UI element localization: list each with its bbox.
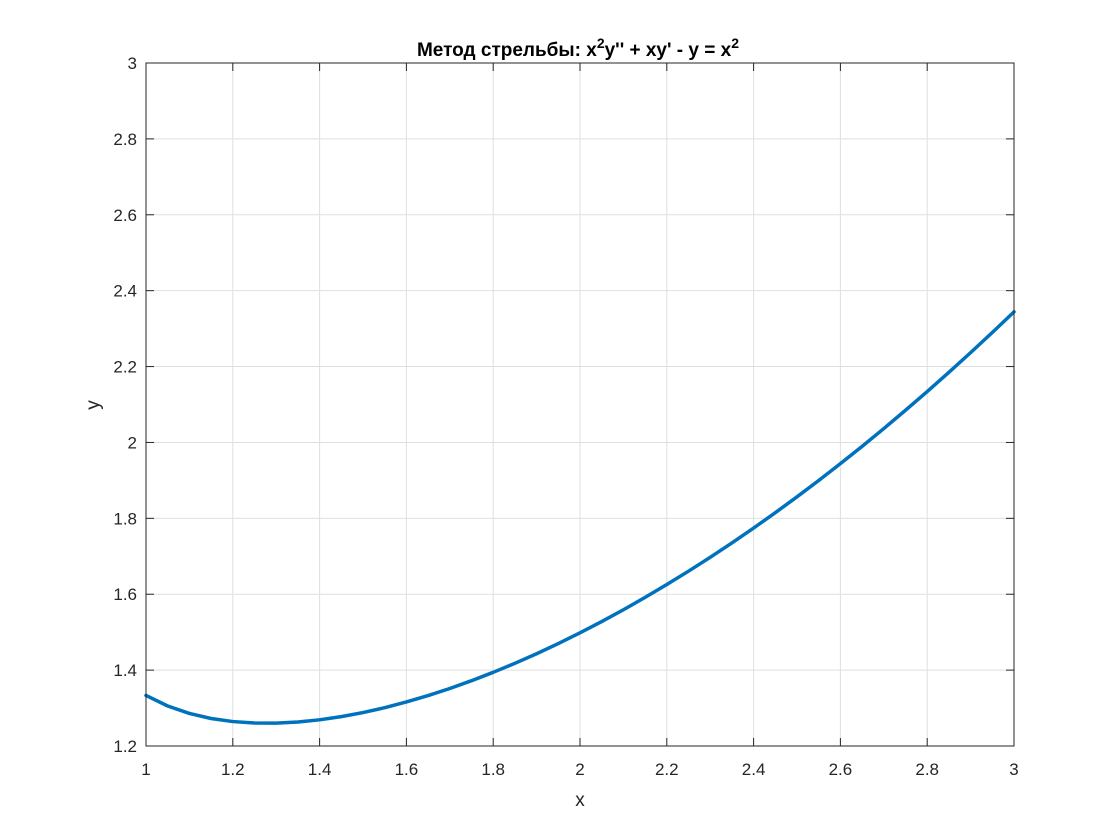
tick-marks bbox=[145, 62, 1015, 747]
y-tick-label: 3 bbox=[128, 54, 137, 73]
y-tick-label: 2.8 bbox=[113, 130, 137, 149]
x-tick-label: 1.4 bbox=[308, 760, 332, 779]
title-prefix: Метод стрельбы: x bbox=[417, 40, 597, 61]
x-tick-label: 1.2 bbox=[221, 760, 245, 779]
x-tick-label: 1.6 bbox=[395, 760, 419, 779]
y-tick-label: 1.8 bbox=[113, 509, 137, 528]
y-tick-label: 1.6 bbox=[113, 585, 137, 604]
chart-title: Метод стрельбы: x2y'' + xy' - y = x2 bbox=[417, 35, 739, 61]
x-tick-label: 2.6 bbox=[829, 760, 853, 779]
title-middle: y'' + xy' - y = x bbox=[605, 40, 732, 61]
x-tick-label: 2.8 bbox=[915, 760, 939, 779]
x-tick-label: 2.4 bbox=[742, 760, 766, 779]
y-tick-label: 1.4 bbox=[113, 661, 137, 680]
x-tick-label: 3 bbox=[1009, 760, 1018, 779]
y-tick-label: 2 bbox=[128, 433, 137, 452]
y-tick-label: 1.2 bbox=[113, 737, 137, 756]
x-tick-label: 1 bbox=[141, 760, 150, 779]
series-line bbox=[144, 310, 1016, 725]
x-tick-label: 1.8 bbox=[481, 760, 505, 779]
title-superscript-2: 2 bbox=[731, 35, 739, 51]
x-tick-labels: 1 1.2 1.4 1.6 1.8 2 2.2 2.4 2.6 2.8 3 bbox=[141, 760, 1018, 779]
x-axis-label: x bbox=[575, 790, 585, 811]
y-tick-label: 2.4 bbox=[113, 282, 137, 301]
x-tick-label: 2 bbox=[575, 760, 584, 779]
y-tick-labels: 1.2 1.4 1.6 1.8 2 2.2 2.4 2.6 2.8 3 bbox=[113, 54, 137, 756]
title-superscript-1: 2 bbox=[597, 35, 605, 51]
y-tick-label: 2.6 bbox=[113, 206, 137, 225]
series-layer bbox=[144, 310, 1016, 725]
y-tick-label: 2.2 bbox=[113, 358, 137, 377]
y-axis-label: y bbox=[83, 400, 104, 410]
x-tick-label: 2.2 bbox=[655, 760, 679, 779]
